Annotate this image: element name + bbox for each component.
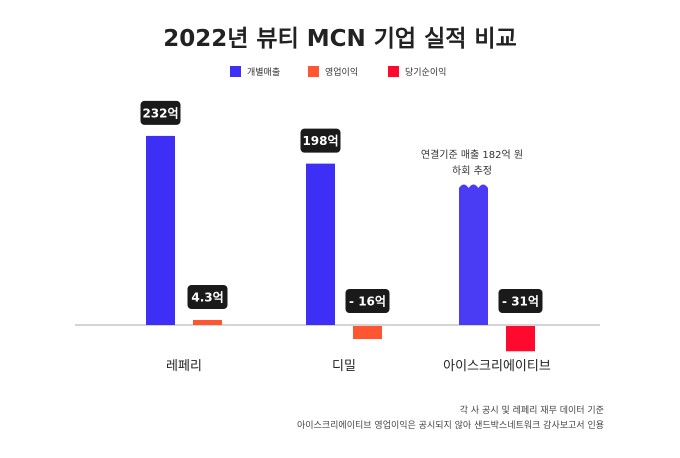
legend-swatch [308,66,319,77]
bar-개별매출 [306,163,335,325]
legend: 개별매출 영업이익 당기순이익 [230,66,446,78]
legend-label: 영업이익 [325,66,358,78]
legend-swatch [230,66,241,77]
bar-영업이익 [193,320,222,325]
chart-title: 2022년 뷰티 MCN 기업 실적 비교 [163,26,517,52]
legend-swatch [388,66,399,77]
legend-label: 당기순이익 [405,66,446,78]
data-label: - 31억 [502,295,539,309]
data-label: 4.3억 [191,291,223,305]
data-label-box [498,289,543,313]
annotation-line-2: 하회 추정 [452,164,492,177]
data-label-box [345,289,390,313]
data-label-box [187,285,228,309]
bar-개별매출 [459,184,488,325]
legend-label: 개별매출 [247,67,280,78]
data-label: 198억 [302,134,338,148]
bar-개별매출 [146,135,175,325]
data-label-box [140,100,181,125]
data-label-box [300,128,341,153]
bar-영업이익 [353,326,382,340]
data-label: - 16억 [349,295,386,309]
source-note-1: 각 사 공시 및 레페리 재무 데이터 기준 [460,404,604,416]
category-label: 디밀 [332,359,356,374]
annotation-line-1: 연결기준 매출 182억 원 [421,149,523,161]
source-note-2: 아이스크리에이티브 영업이익은 공시되지 않아 샌드박스네트워크 감사보고서 인… [297,419,604,431]
bar-당기순이익 [506,326,535,352]
category-label: 레페리 [166,359,202,374]
data-label: 232억 [142,106,178,120]
category-label: 아이스크리에이티브 [443,359,551,374]
